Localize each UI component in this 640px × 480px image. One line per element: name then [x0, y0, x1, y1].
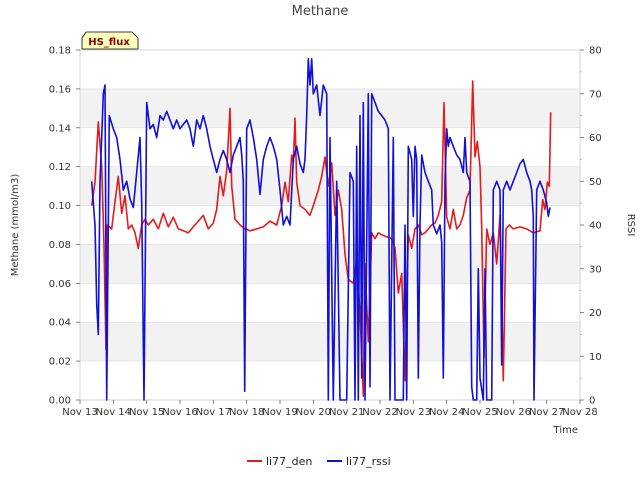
y-tick-label: 0.00 — [49, 396, 71, 407]
y-tick-label: 0.16 — [49, 84, 71, 95]
hs-flux-badge: HS_flux — [81, 31, 139, 50]
legend-label-li77-rssi: li77_rssi — [346, 455, 391, 468]
x-tick-label: Nov 19 — [262, 407, 297, 418]
series-layer — [90, 58, 552, 401]
background-band — [80, 88, 580, 128]
y2-tick-label: 50 — [589, 177, 602, 188]
y2-axis-title: RSSI — [625, 214, 636, 237]
y2-tick-label: 70 — [589, 89, 602, 100]
y-tick-label: 0.18 — [49, 46, 71, 57]
y2-tick-label: 10 — [589, 352, 602, 363]
legend-item-li77-den: li77_den — [247, 455, 312, 468]
chart-title: Methane — [292, 4, 349, 19]
y2-tick-label: 0 — [589, 396, 595, 407]
y2-tick-label: 80 — [589, 46, 602, 57]
series-line-li77-rssi — [90, 58, 551, 401]
y-tick-label: 0.12 — [49, 162, 71, 173]
y2-tick-label: 40 — [589, 221, 602, 232]
x-tick-label: Nov 20 — [296, 407, 331, 418]
background-band — [80, 322, 580, 362]
x-tick-label: Nov 22 — [362, 407, 397, 418]
y-tick-label: 0.06 — [49, 279, 71, 290]
x-tick-label: Nov 25 — [462, 407, 497, 418]
y2-tick-label: 30 — [589, 264, 602, 275]
x-tick-label: Nov 16 — [162, 407, 197, 418]
legend: li77_den li77_rssi — [247, 455, 391, 468]
x-axis-title: Time — [553, 425, 578, 436]
y2-axis-ticks: 0 10 20 30 40 50 60 70 80 — [580, 46, 602, 407]
legend-label-li77-den: li77_den — [266, 455, 312, 468]
y-tick-label: 0.10 — [49, 201, 71, 212]
y-tick-label: 0.14 — [49, 123, 71, 134]
x-tick-label: Nov 17 — [196, 407, 231, 418]
badge-label: HS_flux — [88, 37, 130, 48]
x-tick-label: Nov 27 — [529, 407, 564, 418]
legend-item-li77-rssi: li77_rssi — [327, 455, 391, 468]
y-tick-label: 0.08 — [49, 240, 71, 251]
x-tick-label: Nov 28 — [562, 407, 597, 418]
y-tick-label: 0.04 — [49, 318, 71, 329]
y-axis-title: Methane (mmol/m3) — [10, 174, 21, 277]
y2-tick-label: 60 — [589, 133, 602, 144]
y2-tick-label: 20 — [589, 308, 602, 319]
y-axis-ticks: 0.00 0.02 0.04 0.06 0.08 0.10 0.12 0.14 0.16 0.18 — [49, 46, 80, 407]
x-tick-label: Nov 21 — [329, 407, 364, 418]
x-tick-label: Nov 14 — [96, 407, 131, 418]
x-tick-label: Nov 26 — [496, 407, 531, 418]
y-tick-label: 0.02 — [49, 357, 71, 368]
x-tick-label: Nov 24 — [429, 407, 464, 418]
series-line-li77-den — [90, 80, 552, 397]
x-tick-label: Nov 18 — [229, 407, 264, 418]
x-tick-label: Nov 15 — [129, 407, 164, 418]
x-tick-label: Nov 13 — [62, 407, 97, 418]
badge-box — [81, 31, 139, 50]
x-tick-label: Nov 23 — [396, 407, 431, 418]
